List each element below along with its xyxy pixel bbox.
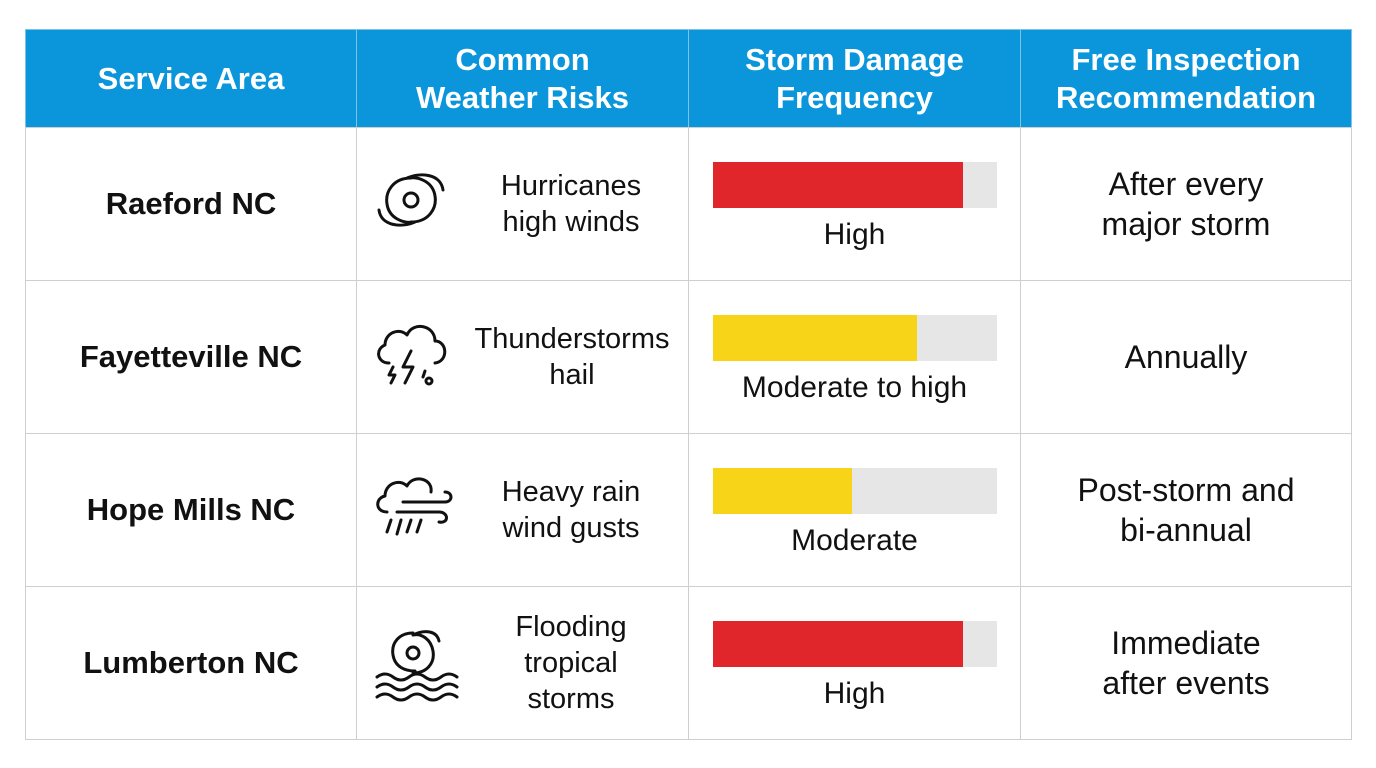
table-cell: Immediate after events: [1020, 586, 1352, 740]
table-cell: High: [688, 586, 1021, 740]
risk-text: Hurricanes: [500, 170, 642, 202]
risk-text: tropical: [524, 647, 618, 679]
bar-fill: [713, 162, 963, 208]
table-cell: Fayetteville NC: [25, 280, 357, 434]
text-block: Storm Damage Frequency: [745, 41, 964, 117]
table-cell: Thunderstorms hail: [356, 280, 689, 434]
header-text: Frequency: [776, 79, 933, 115]
text-block: Service Area: [98, 60, 285, 98]
weather-risks: Heavy rain wind gusts: [461, 474, 681, 546]
risk-text: hail: [549, 359, 595, 391]
table-cell: Hurricanes high winds: [356, 127, 689, 281]
table-cell: Moderate: [688, 433, 1021, 587]
risk-text: high winds: [502, 206, 640, 238]
header-text: Service Area: [97, 60, 285, 96]
recommendation: Immediate after events: [1102, 623, 1269, 703]
risk-text: storms: [527, 683, 615, 715]
weather-risks: Thunderstorms hail: [457, 321, 687, 393]
weather-icon: [376, 477, 453, 536]
risk-text: Flooding: [515, 611, 627, 643]
bar-fill: [713, 315, 918, 361]
text-block: Common Weather Risks: [416, 41, 629, 117]
recommendation: Annually: [1125, 337, 1248, 377]
bar-fill: [713, 468, 853, 514]
table-cell: Moderate to high: [688, 280, 1021, 434]
header-cell: Storm Damage Frequency: [688, 29, 1021, 128]
table-cell: Annually: [1020, 280, 1352, 434]
recommendation-text: bi-annual: [1120, 512, 1252, 548]
service-area: Lumberton NC: [83, 645, 299, 680]
table-cell: Hope Mills NC: [25, 433, 357, 587]
frequency-label: Moderate: [791, 524, 918, 557]
frequency-label: Moderate to high: [741, 371, 968, 404]
header-cell: Service Area: [25, 29, 357, 128]
frequency-label: High: [823, 218, 886, 251]
table-cell: Flooding tropical storms: [356, 586, 689, 740]
risk-text: Thunderstorms: [474, 323, 670, 355]
frequency-label: High: [823, 677, 886, 710]
service-area: Fayetteville NC: [79, 339, 303, 374]
risk-text: wind gusts: [502, 512, 640, 544]
recommendation-text: Immediate: [1111, 625, 1261, 661]
recommendation-text: after events: [1102, 665, 1270, 701]
risk-text: Heavy rain: [501, 476, 641, 508]
table-cell: Post-storm and bi-annual: [1020, 433, 1352, 587]
header-text: Storm Damage: [745, 41, 964, 77]
text-block: Free Inspection Recommendation: [1056, 41, 1316, 117]
service-area: Hope Mills NC: [86, 492, 296, 527]
recommendation-text: Annually: [1124, 339, 1248, 375]
service-area: Raeford NC: [105, 186, 277, 221]
recommendation: After every major storm: [1102, 164, 1271, 244]
table-cell: Heavy rain wind gusts: [356, 433, 689, 587]
header-cell: Common Weather Risks: [356, 29, 689, 128]
bar-fill: [713, 621, 963, 667]
table-cell: High: [688, 127, 1021, 281]
header-text: Recommendation: [1055, 79, 1317, 115]
weather-risks: Hurricanes high winds: [461, 168, 681, 240]
header-text: Weather Risks: [415, 79, 630, 115]
recommendation-text: major storm: [1101, 206, 1271, 242]
header-cell: Free Inspection Recommendation: [1020, 29, 1352, 128]
table-cell: Raeford NC: [25, 127, 357, 281]
table-cell: After every major storm: [1020, 127, 1352, 281]
header-text: Free Inspection: [1071, 41, 1301, 77]
weather-icon: [377, 325, 447, 386]
table-cell: Lumberton NC: [25, 586, 357, 740]
recommendation: Post-storm and bi-annual: [1078, 470, 1295, 550]
header-text: Common: [455, 41, 590, 77]
weather-icon: [375, 630, 459, 702]
recommendation-text: Post-storm and: [1077, 472, 1295, 508]
recommendation-text: After every: [1108, 166, 1264, 202]
weather-risks: Flooding tropical storms: [461, 609, 681, 717]
weather-icon: [377, 173, 445, 227]
